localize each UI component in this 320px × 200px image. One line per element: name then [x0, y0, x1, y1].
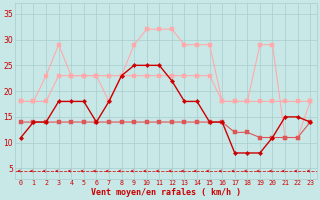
X-axis label: Vent moyen/en rafales ( km/h ): Vent moyen/en rafales ( km/h ) [91, 188, 241, 197]
